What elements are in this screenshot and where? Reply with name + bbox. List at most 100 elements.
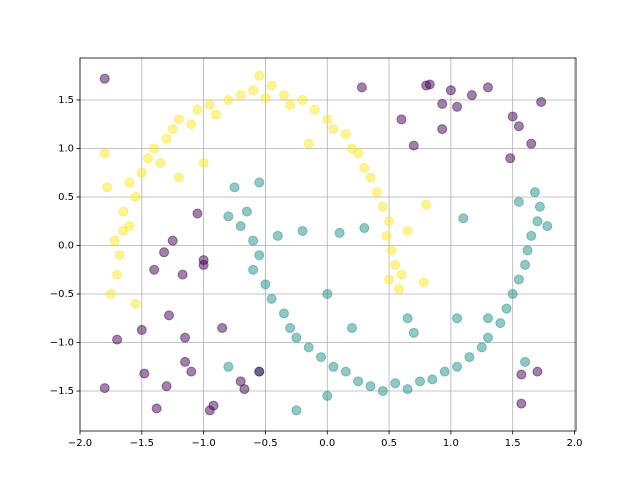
point: [482, 313, 493, 324]
x-tick-label: −1.5: [130, 438, 154, 449]
point: [437, 98, 448, 109]
point: [452, 361, 463, 372]
point: [180, 332, 191, 343]
point: [316, 352, 327, 363]
point: [114, 250, 125, 261]
point: [254, 250, 265, 261]
point: [164, 310, 175, 321]
point: [516, 369, 527, 380]
y-tick-label: −1.0: [50, 338, 74, 349]
x-tick-label: 0.5: [381, 438, 397, 449]
point: [359, 162, 370, 173]
x-tick-label: −1.0: [191, 438, 215, 449]
point: [285, 99, 296, 110]
point: [476, 342, 487, 353]
point: [390, 259, 401, 270]
point: [377, 201, 388, 212]
point: [402, 225, 413, 236]
point: [418, 277, 429, 288]
point: [109, 235, 120, 246]
point: [198, 259, 209, 270]
point: [112, 269, 123, 280]
point: [177, 269, 188, 280]
point: [532, 216, 543, 227]
point: [167, 235, 178, 246]
point: [328, 361, 339, 372]
point: [505, 153, 516, 164]
point: [526, 230, 537, 241]
point: [393, 284, 404, 295]
point: [513, 274, 524, 285]
x-tick-label: 1.5: [505, 438, 521, 449]
axes-layer: −2.0 −1.5 −1.0 −0.5 0.0 0.5 1.0 1.5 2.0 −1.5 −1.0 −…: [50, 95, 583, 449]
point: [136, 167, 147, 178]
point: [278, 90, 289, 101]
point: [396, 269, 407, 280]
point: [353, 148, 364, 159]
point: [229, 182, 240, 193]
plot-frame: [79, 57, 577, 432]
point: [130, 298, 141, 309]
y-tick-label: 0.0: [58, 241, 74, 252]
point: [239, 384, 250, 395]
point: [501, 303, 512, 314]
point: [377, 386, 388, 397]
x-tick-label: 1.0: [443, 438, 459, 449]
point: [161, 381, 172, 392]
point: [522, 245, 533, 256]
point: [99, 73, 110, 84]
point: [297, 225, 308, 236]
point: [192, 208, 203, 219]
point: [507, 111, 518, 122]
point: [173, 172, 184, 183]
point: [260, 279, 271, 290]
point: [526, 138, 537, 149]
point: [198, 158, 209, 169]
point: [136, 324, 147, 335]
point: [482, 332, 493, 343]
point: [223, 95, 234, 106]
point: [186, 366, 197, 377]
grid-layer: [79, 58, 576, 431]
point: [359, 223, 370, 234]
point: [353, 376, 364, 387]
point: [303, 342, 314, 353]
point: [414, 376, 425, 387]
point: [272, 230, 283, 241]
point: [99, 148, 110, 159]
y-tick-label: 0.5: [58, 192, 74, 203]
point: [322, 390, 333, 401]
point: [520, 259, 531, 270]
point: [424, 79, 435, 90]
point: [384, 216, 395, 227]
point: [532, 366, 543, 377]
point: [151, 403, 162, 414]
point: [248, 235, 259, 246]
point: [495, 318, 506, 329]
point: [334, 227, 345, 238]
point: [356, 82, 367, 93]
point: [516, 398, 527, 409]
point: [445, 85, 456, 96]
point: [235, 90, 246, 101]
point: [309, 104, 320, 115]
point: [99, 383, 110, 394]
point: [161, 133, 172, 144]
point: [223, 361, 234, 372]
point: [124, 177, 135, 188]
x-tick-label: −2.0: [68, 438, 92, 449]
point: [390, 378, 401, 389]
point: [534, 201, 545, 212]
y-tick-label: −0.5: [50, 289, 74, 300]
point: [297, 95, 308, 106]
point: [112, 334, 123, 345]
x-tick-label: −0.5: [253, 438, 277, 449]
point: [142, 153, 153, 164]
point: [173, 114, 184, 125]
point: [210, 109, 221, 120]
point: [513, 196, 524, 207]
point: [254, 177, 265, 188]
point: [248, 85, 259, 96]
